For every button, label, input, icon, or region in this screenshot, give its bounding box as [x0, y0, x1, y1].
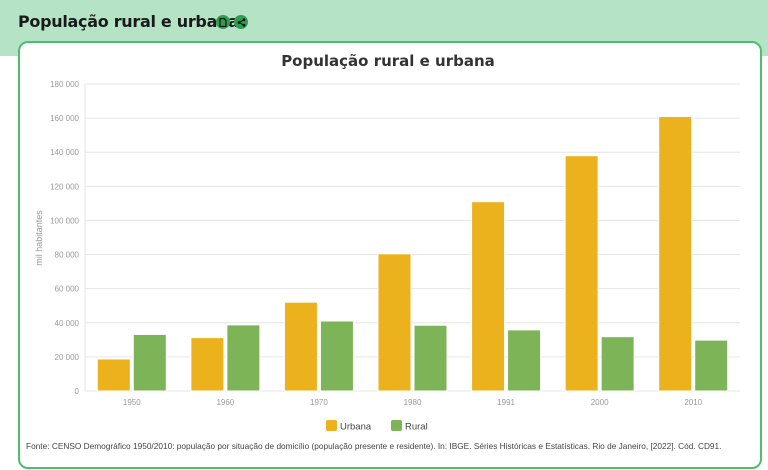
y-tick-label: 100 000 — [50, 216, 79, 225]
y-tick-label: 20 000 — [55, 353, 80, 362]
y-tick-label: 160 000 — [50, 114, 79, 123]
bar-urbana-1970[interactable] — [283, 301, 318, 392]
x-tick-label: 2000 — [591, 398, 609, 407]
bar-rural-1950[interactable] — [132, 333, 167, 392]
bar-rural-1970[interactable] — [319, 320, 354, 392]
y-tick-label: 80 000 — [55, 251, 80, 260]
legend-label-rural[interactable]: Rural — [405, 422, 428, 433]
bar-rural-1980[interactable] — [413, 324, 448, 392]
chart-title: População rural e urbana — [281, 52, 495, 70]
bar-urbana-1950[interactable] — [96, 358, 131, 392]
y-tick-label: 180 000 — [50, 80, 79, 89]
bar-urbana-2000[interactable] — [564, 155, 599, 392]
y-tick-label: 140 000 — [50, 148, 79, 157]
source-note: Fonte: CENSO Demográfico 1950/2010: popu… — [26, 441, 722, 451]
bar-rural-2000[interactable] — [600, 336, 635, 392]
y-tick-label: 60 000 — [55, 285, 80, 294]
share-icon[interactable] — [234, 15, 248, 29]
y-tick-label: 0 — [75, 387, 80, 396]
document-icon[interactable] — [216, 15, 230, 29]
x-tick-label: 2010 — [684, 398, 702, 407]
bar-urbana-1980[interactable] — [377, 253, 412, 392]
bar-urbana-2010[interactable] — [658, 116, 693, 392]
bar-urbana-1991[interactable] — [471, 201, 506, 392]
y-tick-label: 40 000 — [55, 319, 80, 328]
bar-urbana-1960[interactable] — [190, 337, 225, 392]
bar-rural-2010[interactable] — [694, 339, 729, 392]
bar-rural-1960[interactable] — [226, 324, 261, 392]
y-tick-label: 120 000 — [50, 182, 79, 191]
bar-rural-1991[interactable] — [507, 329, 542, 392]
legend-label-urbana[interactable]: Urbana — [340, 422, 372, 433]
legend: Urbana Rural — [326, 420, 428, 433]
legend-swatch-urbana — [326, 420, 337, 431]
x-tick-label: 1991 — [497, 398, 515, 407]
x-tick-label: 1960 — [216, 398, 234, 407]
y-axis-label: mil habitantes — [34, 210, 44, 266]
x-tick-label: 1980 — [404, 398, 422, 407]
x-tick-label: 1970 — [310, 398, 328, 407]
legend-swatch-rural — [391, 420, 402, 431]
x-tick-label: 1950 — [123, 398, 141, 407]
page-title: População rural e urbana — [18, 12, 239, 31]
